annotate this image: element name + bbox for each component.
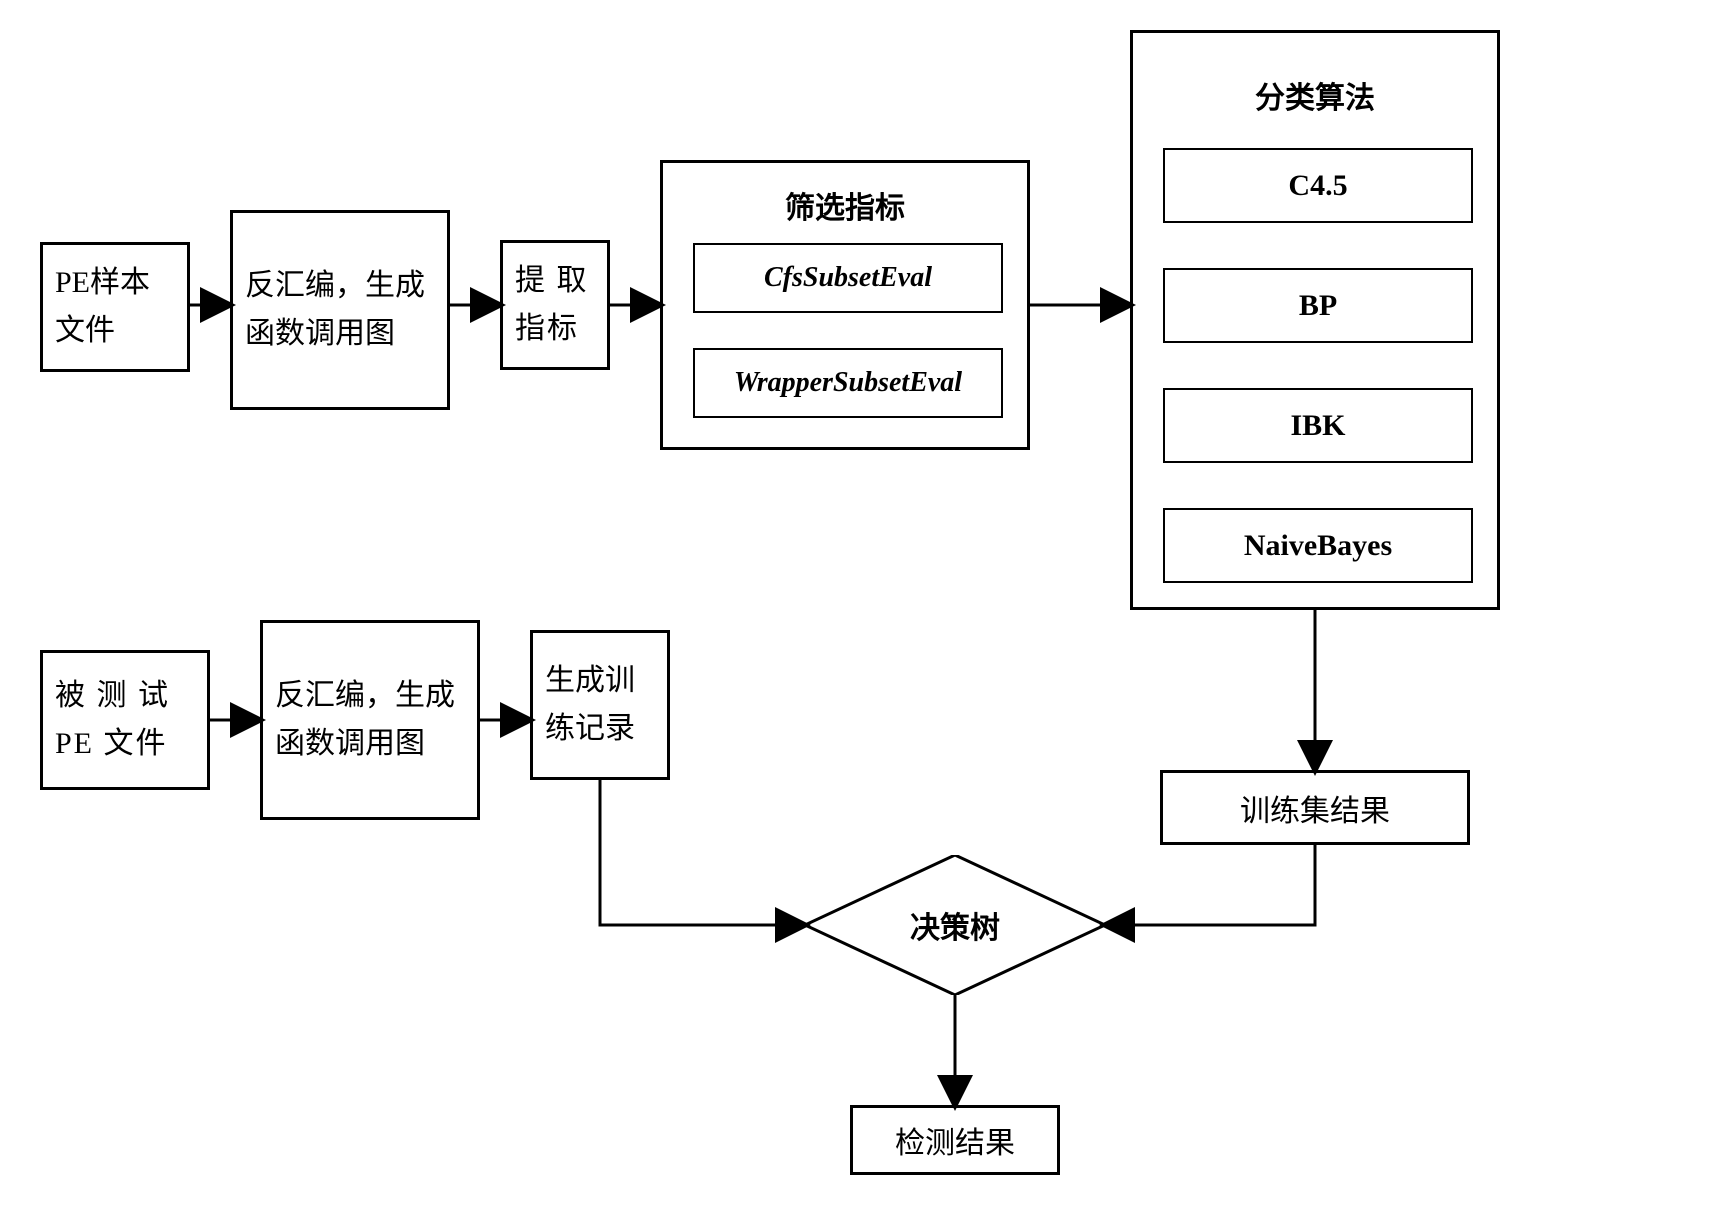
result-label: 检测结果 bbox=[895, 1118, 1015, 1162]
pe-sample-box: PE样本文件 bbox=[40, 242, 190, 372]
extract-label: 提 取指标 bbox=[515, 257, 595, 353]
classifier-item-bp: BP bbox=[1163, 268, 1473, 343]
tested-pe-label: 被 测 试PE 文件 bbox=[55, 672, 195, 768]
classifier-item-ibk: IBK bbox=[1163, 388, 1473, 463]
decision-tree-diamond: 决策树 bbox=[805, 855, 1105, 995]
filter-item-cfs: CfsSubsetEval bbox=[693, 243, 1003, 313]
classifier-item-nb-label: NaiveBayes bbox=[1244, 529, 1392, 563]
tested-pe-box: 被 测 试PE 文件 bbox=[40, 650, 210, 790]
filter-title: 筛选指标 bbox=[663, 183, 1027, 227]
result-box: 检测结果 bbox=[850, 1105, 1060, 1175]
filter-item-cfs-label: CfsSubsetEval bbox=[764, 262, 932, 294]
classifier-item-bp-label: BP bbox=[1299, 289, 1337, 323]
gen-train-label: 生成训练记录 bbox=[545, 657, 655, 753]
filter-container: 筛选指标 CfsSubsetEval WrapperSubsetEval bbox=[660, 160, 1030, 450]
classifier-container: 分类算法 C4.5 BP IBK NaiveBayes bbox=[1130, 30, 1500, 610]
pe-sample-label: PE样本文件 bbox=[55, 259, 175, 355]
disasm1-label: 反汇编，生成函数调用图 bbox=[245, 262, 435, 358]
disasm1-box: 反汇编，生成函数调用图 bbox=[230, 210, 450, 410]
train-result-box: 训练集结果 bbox=[1160, 770, 1470, 845]
classifier-item-c45: C4.5 bbox=[1163, 148, 1473, 223]
extract-box: 提 取指标 bbox=[500, 240, 610, 370]
gen-train-box: 生成训练记录 bbox=[530, 630, 670, 780]
decision-tree-label: 决策树 bbox=[910, 903, 1000, 947]
classifier-item-ibk-label: IBK bbox=[1290, 409, 1345, 443]
classifier-item-c45-label: C4.5 bbox=[1288, 169, 1347, 203]
classifier-item-nb: NaiveBayes bbox=[1163, 508, 1473, 583]
disasm2-label: 反汇编，生成函数调用图 bbox=[275, 672, 465, 768]
filter-item-wrapper: WrapperSubsetEval bbox=[693, 348, 1003, 418]
train-result-label: 训练集结果 bbox=[1240, 786, 1390, 830]
disasm2-box: 反汇编，生成函数调用图 bbox=[260, 620, 480, 820]
classifier-title: 分类算法 bbox=[1133, 73, 1497, 117]
filter-item-wrapper-label: WrapperSubsetEval bbox=[734, 367, 962, 399]
